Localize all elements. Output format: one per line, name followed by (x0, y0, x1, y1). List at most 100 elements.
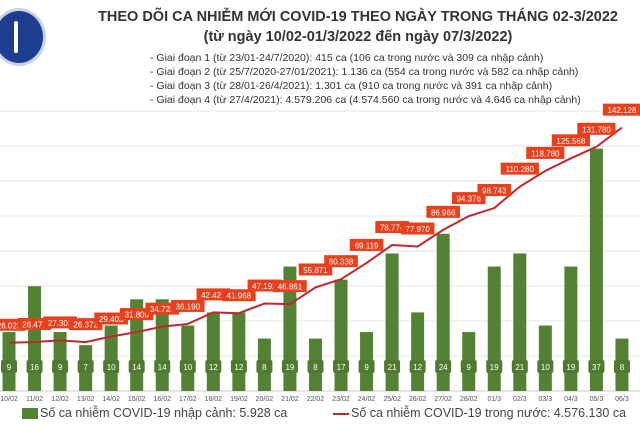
line-value-label: 27.302 (48, 319, 73, 328)
line-value-label: 26.471 (22, 320, 47, 329)
line-label-box (68, 318, 103, 331)
bar (181, 325, 195, 391)
bar (564, 266, 578, 391)
line-label-box (500, 162, 539, 175)
line-label-box (17, 317, 52, 330)
bar-label-box (486, 360, 503, 373)
line-label-box (222, 289, 256, 302)
line-value-label: 34.723 (150, 305, 175, 314)
bar-label-box (1, 360, 17, 373)
x-tick-label: 12/02 (51, 396, 69, 403)
header: THEO DÕI CA NHIỄM MỚI COVID-19 THEO NGÀY… (0, 0, 640, 110)
line-value-label: 47.192 (252, 282, 277, 291)
x-tick-label: 18/02 (205, 396, 223, 403)
line-value-label: 46.861 (278, 283, 303, 292)
bar-value-label: 14 (158, 363, 167, 372)
x-tick-label: 03/3 (539, 396, 553, 403)
bar-label-box (103, 360, 120, 373)
line-label-box (400, 222, 435, 235)
line-value-label: 55.871 (303, 266, 328, 275)
bar-value-label: 14 (132, 363, 141, 372)
line-value-label: 41.968 (227, 292, 252, 301)
line-label-box (324, 255, 358, 268)
legend-bar-swatch (22, 408, 38, 420)
line-value-label: 86.966 (431, 208, 456, 217)
bar-value-label: 10 (107, 363, 116, 372)
bar-label-box (26, 360, 43, 373)
line-label-box (273, 280, 307, 293)
bar (334, 279, 348, 391)
bar-value-label: 37 (592, 363, 601, 372)
line-value-label: 131.780 (582, 125, 611, 134)
bar-label-box (588, 360, 605, 373)
bar-value-label: 21 (515, 363, 524, 372)
bar-value-label: 9 (58, 363, 63, 372)
line-label-box (477, 184, 512, 197)
bar-value-label: 9 (7, 363, 12, 372)
legend-bar: Số ca nhiễm COVID-19 nhập cảnh: 5.928 ca (22, 406, 287, 420)
bar (385, 253, 399, 391)
bar-value-label: 10 (183, 363, 192, 372)
line-label-box (94, 312, 128, 325)
bar (589, 148, 603, 391)
x-tick-label: 11/02 (26, 396, 43, 403)
x-tick-label: 20/02 (256, 396, 274, 403)
bar-label-box (256, 360, 273, 373)
line-label-box (375, 221, 409, 234)
x-tick-label: 26/02 (409, 396, 427, 403)
bar-label-box (537, 360, 554, 373)
ministry-logo (0, 8, 46, 66)
line-label-box (577, 122, 616, 135)
bar-value-label: 19 (285, 363, 294, 372)
x-tick-label: 21/02 (281, 396, 299, 403)
bar-label-box (128, 360, 145, 373)
line-label-box (349, 238, 384, 251)
bar-value-label: 8 (262, 363, 267, 372)
line-series (8, 126, 623, 344)
line-value-label: 29.403 (99, 315, 124, 324)
bar-value-label: 8 (620, 363, 625, 372)
x-tick-label: 28/02 (460, 396, 478, 403)
bar-value-label: 16 (30, 363, 39, 372)
line-label-box (551, 134, 590, 147)
bar (411, 312, 425, 391)
x-tick-label: 24/02 (358, 396, 376, 403)
line-label-box (451, 192, 486, 205)
x-tick-label: 22/02 (307, 396, 325, 403)
legend-bar-label: Số ca nhiễm COVID-19 nhập cảnh: 5.928 ca (40, 406, 288, 420)
x-tick-label: 13/02 (77, 396, 95, 403)
legend-line: Số ca nhiễm COVID-19 trong nước: 4.576.1… (333, 406, 626, 420)
line-label-box (43, 316, 77, 329)
line-value-label: 78.774 (380, 224, 405, 233)
x-tick-label: 01/3 (487, 396, 501, 403)
phase-1: - Giai đoạn 1 (từ 23/01-24/7/2020): 415 … (150, 52, 544, 64)
line-value-label: 31.800 (124, 311, 149, 320)
line-value-label: 98.743 (482, 187, 507, 196)
legend-line-swatch (333, 412, 349, 415)
x-tick-label: 25/02 (383, 396, 401, 403)
x-tick-label: 16/02 (153, 396, 171, 403)
bar-label-box (205, 360, 222, 373)
line-value-label: 125.568 (556, 137, 585, 146)
line-value-label: 94.376 (456, 195, 481, 204)
x-tick-label: 17/02 (179, 396, 197, 403)
x-tick-label: 02/3 (513, 396, 527, 403)
chart-title: THEO DÕI CA NHIỄM MỚI COVID-19 THEO NGÀY… (98, 9, 618, 25)
line-value-label: 118.780 (531, 149, 560, 158)
bar-label-box (384, 360, 401, 373)
line-value-label: 26.023 (0, 321, 22, 330)
bar-value-label: 12 (234, 363, 243, 372)
bar-label-box (562, 360, 579, 373)
line-value-label: 110.280 (506, 165, 535, 174)
bar (283, 266, 297, 391)
bar-value-label: 19 (566, 363, 575, 372)
line-label-box (119, 308, 154, 321)
bar (28, 286, 42, 391)
bar-label-box (333, 360, 350, 373)
bar-label-box (52, 360, 69, 373)
line-value-label: 142.128 (607, 106, 636, 115)
line-label-box (196, 288, 231, 301)
bar-label-box (460, 360, 477, 373)
bar-value-label: 9 (364, 363, 369, 372)
